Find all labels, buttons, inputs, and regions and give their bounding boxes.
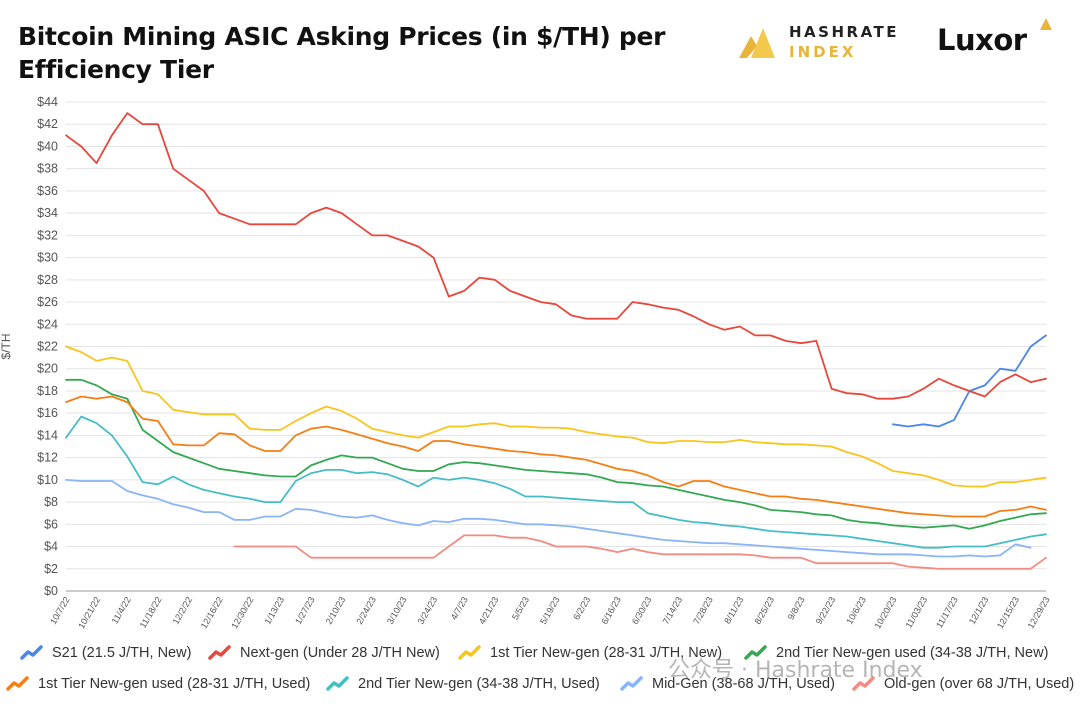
x-tick-label: 10/7/22 [48, 595, 72, 626]
x-tick-label: 4/21/23 [477, 595, 501, 626]
legend-item: Old-gen (over 68 J/TH, Used) [852, 676, 1074, 692]
legend-swatch-icon [852, 676, 875, 691]
legend-swatch-icon [326, 676, 349, 691]
legend: S21 (21.5 J/TH, New) Next-gen (Under 28 J… [0, 640, 1080, 709]
x-tick-label: 11/4/22 [110, 595, 133, 625]
y-tick-label: $10 [37, 473, 58, 487]
series-line-7 [65, 479, 1032, 558]
x-tick-label: 6/2/23 [571, 595, 592, 622]
x-tick-label: 10/20/23 [872, 595, 898, 630]
series-line-4 [65, 378, 1047, 530]
series-line-6 [65, 415, 1047, 549]
x-tick-label: 10/21/22 [76, 595, 102, 630]
line-chart: $0 $2 $4 $6 $8 $10 $12 $14 $16 $18 $20 $22 $24 $26 $28… [0, 95, 1052, 630]
legend-item: 1st Tier New-gen (28-31 J/TH, New) [458, 645, 722, 661]
y-tick-label: $8 [44, 495, 58, 509]
x-tick-label: 12/1/23 [967, 595, 991, 626]
x-tick-label: 12/29/23 [1026, 595, 1052, 630]
x-tick-label: 7/14/23 [661, 595, 685, 626]
y-tick-label: $18 [37, 384, 58, 398]
x-tick-label: 1/27/23 [293, 595, 317, 626]
series-line-3 [65, 345, 1047, 488]
y-axis-label: $/TH [0, 333, 13, 359]
legend-item: Mid-Gen (38-68 J/TH, Used) [620, 676, 835, 692]
x-tick-label: 8/11/23 [722, 595, 745, 625]
y-tick-label: $38 [37, 162, 58, 176]
y-tick-label: $4 [44, 540, 58, 554]
x-tick-label: 2/10/23 [324, 595, 348, 626]
series-line-8 [233, 534, 1047, 570]
luxor-mark-icon [1040, 18, 1052, 30]
x-tick-label: 11/18/22 [138, 595, 164, 630]
x-tick-label: 9/22/23 [814, 595, 838, 626]
hashrate-index-logo-icon [739, 28, 775, 58]
legend-label: S21 (21.5 J/TH, New) [52, 645, 192, 661]
legend-label: Old-gen (over 68 J/TH, Used) [884, 676, 1075, 692]
x-tick-label: 7/28/23 [691, 595, 715, 626]
brand-logos: HASHRATE INDEX Luxor [737, 18, 1057, 70]
y-tick-label: $20 [37, 362, 58, 376]
series-line-2 [65, 112, 1047, 400]
legend-item: S21 (21.5 J/TH, New) [20, 645, 191, 661]
y-tick-label: $36 [37, 184, 58, 198]
x-tick-label: 6/30/23 [630, 595, 654, 626]
x-tick-label: 12/15/23 [995, 595, 1021, 630]
hashrate-index-wordmark: HASHRATE [789, 23, 899, 41]
legend-label: Next-gen (Under 28 J/TH New) [240, 645, 440, 661]
legend-label: 1st Tier New-gen used (28-31 J/TH, Used) [38, 676, 311, 692]
legend-item: Next-gen (Under 28 J/TH New) [208, 645, 440, 661]
legend-label: Mid-Gen (38-68 J/TH, Used) [652, 676, 835, 692]
legend-label: 1st Tier New-gen (28-31 J/TH, New) [490, 645, 723, 661]
legend-swatch-icon [744, 645, 767, 660]
x-tick-label: 4/7/23 [449, 595, 470, 622]
y-tick-label: $30 [37, 251, 58, 265]
x-tick-label: 2/24/23 [354, 595, 378, 626]
legend-swatch-icon [6, 676, 29, 691]
legend-item: 2nd Tier New-gen used (34-38 J/TH, New) [744, 645, 1048, 661]
y-tick-label: $24 [37, 317, 58, 331]
legend-label: 2nd Tier New-gen (34-38 J/TH, Used) [358, 676, 600, 692]
y-tick-label: $26 [37, 295, 58, 309]
hashrate-index-wordmark-sub: INDEX [789, 43, 857, 61]
y-tick-label: $22 [37, 340, 58, 354]
legend-item: 2nd Tier New-gen (34-38 J/TH, Used) [326, 676, 600, 692]
x-tick-label: 5/5/23 [510, 595, 531, 622]
x-tick-label: 11/03/23 [903, 595, 929, 630]
x-tick-label: 1/13/23 [262, 595, 286, 626]
y-tick-label: $2 [44, 562, 58, 576]
x-tick-label: 6/16/23 [599, 595, 623, 626]
legend-item: 1st Tier New-gen used (28-31 J/TH, Used) [6, 676, 310, 692]
legend-swatch-icon [458, 645, 481, 660]
legend-swatch-icon [208, 645, 231, 660]
luxor-logo: Luxor [937, 23, 1027, 57]
y-tick-label: $34 [37, 206, 58, 220]
y-tick-label: $40 [37, 139, 58, 153]
y-tick-label: $6 [44, 517, 58, 531]
y-tick-label: $42 [37, 117, 58, 131]
y-tick-label: $0 [44, 584, 58, 598]
legend-swatch-icon [20, 645, 43, 660]
y-tick-label: $32 [37, 228, 58, 242]
x-tick-label: 12/16/22 [199, 595, 225, 630]
x-tick-label: 5/19/23 [538, 595, 562, 626]
y-tick-label: $14 [37, 428, 58, 442]
y-tick-label: $16 [37, 406, 58, 420]
y-tick-label: $12 [37, 451, 58, 465]
y-tick-label: $28 [37, 273, 58, 287]
x-tick-label: 8/25/23 [752, 595, 776, 626]
x-tick-label: 9/8/23 [786, 595, 807, 622]
series-line-5 [65, 395, 1047, 518]
x-tick-label: 3/24/23 [416, 595, 440, 626]
x-tick-label: 12/30/22 [229, 595, 255, 630]
chart-title: Bitcoin Mining ASIC Asking Prices (in $/… [18, 22, 666, 84]
y-tick-label: $44 [37, 95, 58, 109]
x-tick-label: 10/6/23 [844, 595, 868, 626]
x-tick-label: 3/10/23 [385, 595, 409, 626]
x-tick-label: 11/17/23 [934, 595, 960, 630]
legend-label: 2nd Tier New-gen used (34-38 J/TH, New) [776, 645, 1049, 661]
legend-swatch-icon [620, 676, 643, 691]
x-tick-label: 12/2/22 [171, 595, 195, 626]
